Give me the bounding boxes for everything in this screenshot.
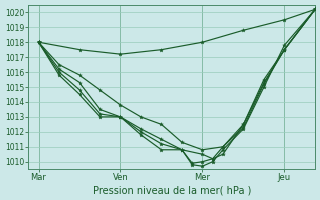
X-axis label: Pression niveau de la mer( hPa ): Pression niveau de la mer( hPa ) bbox=[92, 185, 251, 195]
